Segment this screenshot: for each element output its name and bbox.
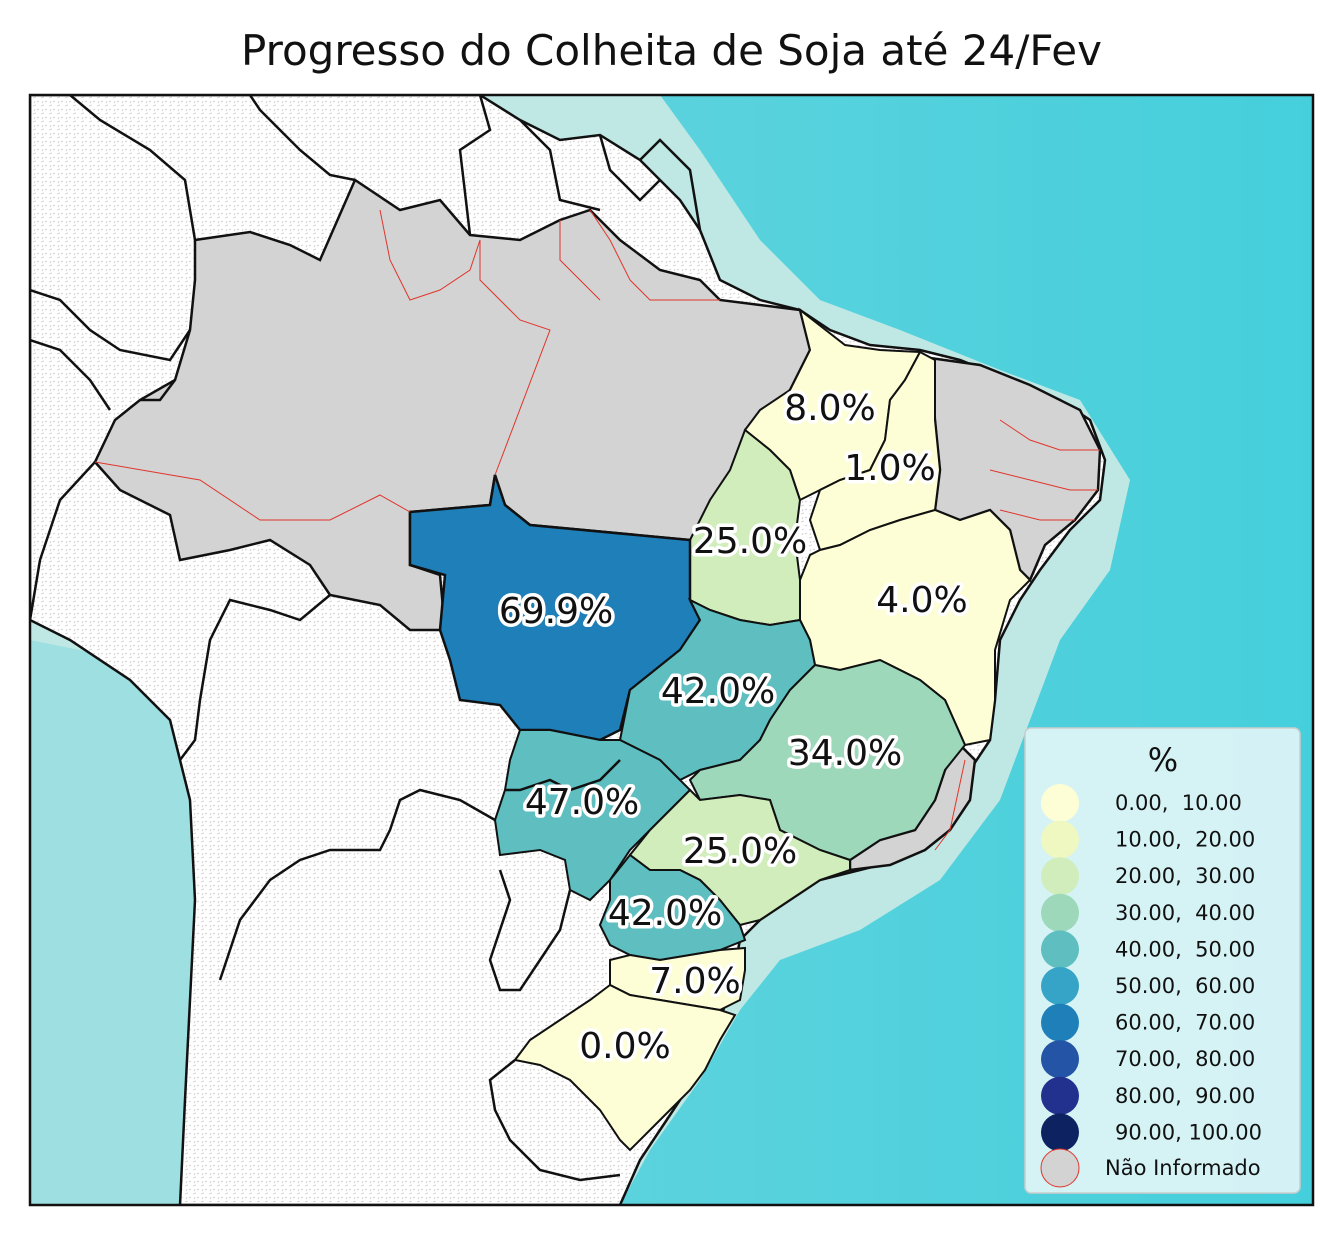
label-PR: 42.0% [608, 893, 722, 934]
label-RS: 0.0% [579, 1026, 670, 1067]
legend-label: 50.00, 60.00 [1115, 974, 1255, 998]
legend-label: 80.00, 90.00 [1115, 1084, 1255, 1108]
label-SP: 25.0% [683, 831, 797, 872]
legend-swatch [1041, 893, 1079, 932]
label-PI: 1.0% [844, 448, 935, 489]
legend-title: % [1148, 741, 1178, 779]
label-MT: 69.9% [499, 591, 613, 632]
legend-items: 0.00, 10.00 10.00, 20.00 20.00, 30.00 30.00… [1041, 784, 1262, 1152]
legend: % 0.00, 10.00 10.00, 20.00 20.00, 30.00 30.… [1024, 727, 1301, 1194]
legend-swatch [1041, 1040, 1079, 1079]
label-MS: 47.0% [525, 782, 639, 823]
value-labels: 8.0% 1.0% 25.0% 4.0% 69.9% 42.0% 34.0% 4… [495, 385, 971, 1071]
legend-label: 10.00, 20.00 [1115, 828, 1255, 852]
pacific-shelf [30, 640, 205, 1205]
legend-label-not-informed: Não Informado [1105, 1156, 1261, 1180]
legend-label: 70.00, 80.00 [1115, 1047, 1255, 1071]
legend-swatch [1041, 820, 1079, 859]
label-SC: 7.0% [649, 961, 740, 1002]
legend-box [1024, 727, 1301, 1194]
legend-label: 40.00, 50.00 [1115, 937, 1255, 961]
country-borders [30, 95, 702, 1182]
label-BA: 4.0% [876, 580, 967, 621]
legend-swatch [1041, 1003, 1079, 1042]
internal-borders-grey [94, 209, 1100, 851]
legend-swatch [1041, 967, 1079, 1005]
label-MA: 8.0% [784, 388, 875, 429]
legend-swatch [1041, 784, 1079, 822]
legend-label: 90.00, 100.00 [1115, 1120, 1262, 1144]
legend-label: 0.00, 10.00 [1115, 791, 1242, 815]
label-GO: 42.0% [661, 671, 775, 712]
legend-label: 20.00, 30.00 [1115, 864, 1255, 888]
legend-swatch [1041, 930, 1079, 969]
state-mato-grosso-do-sul[interactable] [493, 729, 692, 902]
map-frame [28, 93, 1315, 1207]
state-rio-grande-do-sul[interactable] [513, 983, 737, 1152]
label-TO: 25.0% [693, 521, 807, 562]
legend-swatch [1041, 857, 1079, 896]
legend-label: 60.00, 70.00 [1115, 1011, 1255, 1035]
legend-swatch [1041, 1113, 1079, 1152]
legend-swatch [1041, 1076, 1079, 1115]
legend-swatch-not-informed [1040, 1148, 1080, 1188]
legend-label: 30.00, 40.00 [1115, 901, 1255, 925]
label-MG: 34.0% [788, 733, 902, 774]
map-title: Progresso do Colheita de Soja até 24/Fev [241, 26, 1102, 75]
